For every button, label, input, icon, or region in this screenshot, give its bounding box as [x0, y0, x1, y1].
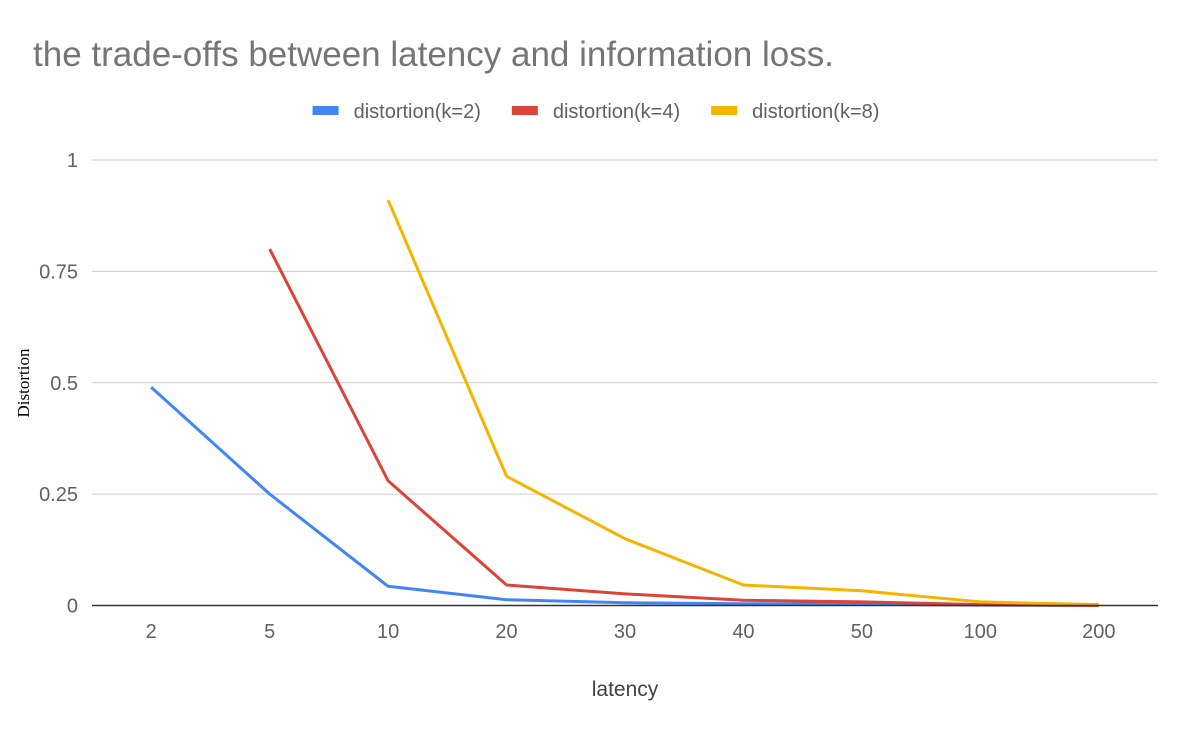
series-line — [268, 248, 1099, 607]
legend-item: distortion(k=2) — [312, 101, 481, 123]
legend-item: distortion(k=4) — [511, 101, 680, 123]
y-tick-label: 0.25 — [39, 484, 78, 506]
y-tick-labels: 0 0.25 0.5 0.75 1 — [39, 150, 78, 618]
x-tick-labels: 2 5 10 20 30 40 50 100 200 — [146, 621, 1116, 643]
legend-label: distortion(k=2) — [354, 101, 481, 123]
legend-label: distortion(k=4) — [553, 101, 680, 123]
x-tick-label: 50 — [851, 621, 873, 643]
y-tick-label: 0.5 — [50, 373, 78, 395]
series-line — [386, 199, 1099, 607]
legend-swatch — [312, 106, 339, 115]
x-tick-label: 10 — [377, 621, 399, 643]
series-lines — [150, 199, 1099, 607]
x-tick-label: 40 — [732, 621, 754, 643]
x-axis-label: latency — [592, 678, 659, 701]
legend-swatch — [511, 106, 538, 115]
y-tick-label: 0.75 — [39, 261, 78, 283]
x-tick-label: 30 — [614, 621, 636, 643]
x-tick-label: 100 — [964, 621, 997, 643]
gridlines — [92, 159, 1158, 495]
y-tick-label: 0 — [67, 596, 78, 618]
y-axis-label: Distortion — [14, 348, 33, 417]
y-tick-label: 1 — [67, 150, 78, 172]
x-tick-label: 2 — [146, 621, 157, 643]
chart-title: the trade-offs between latency and infor… — [33, 35, 834, 74]
series-line — [150, 386, 1099, 607]
legend: distortion(k=2) distortion(k=4) distortion… — [312, 101, 879, 123]
x-tick-label: 5 — [264, 621, 275, 643]
x-tick-label: 20 — [495, 621, 517, 643]
legend-label: distortion(k=8) — [752, 101, 879, 123]
legend-item: distortion(k=8) — [711, 101, 879, 123]
x-tick-label: 200 — [1082, 621, 1115, 643]
legend-swatch — [711, 106, 738, 115]
